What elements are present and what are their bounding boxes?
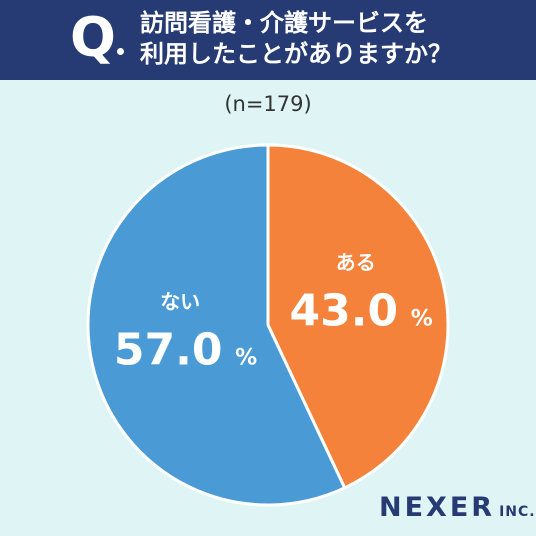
slice-category-label: ある [336, 250, 376, 274]
question-mark-dot [117, 48, 124, 55]
brand-logo: NEXER INC. [379, 492, 536, 523]
brand-suffix: INC. [499, 504, 536, 520]
question-text: 訪問看護・介護サービスを 利用したことがありますか？ [140, 8, 520, 70]
question-line-1: 訪問看護・介護サービスを [140, 9, 428, 37]
slice-value-label: 57.0 [114, 325, 223, 376]
slice-unit-label: % [411, 306, 433, 331]
question-line-2: 利用したことがありますか？ [140, 40, 452, 68]
slice-unit-label: % [235, 346, 257, 371]
pie-slice-1 [266, 143, 450, 490]
slice-category-label: ない [160, 290, 200, 314]
slice-value-label: 43.0 [290, 285, 399, 336]
question-mark-label: Q [70, 6, 116, 69]
pie-slice-2 [86, 143, 347, 507]
sample-size-label: (n=179) [224, 92, 312, 116]
question-header: Q 訪問看護・介護サービスを 利用したことがありますか？ [0, 0, 536, 80]
brand-name: NEXER [379, 492, 496, 523]
